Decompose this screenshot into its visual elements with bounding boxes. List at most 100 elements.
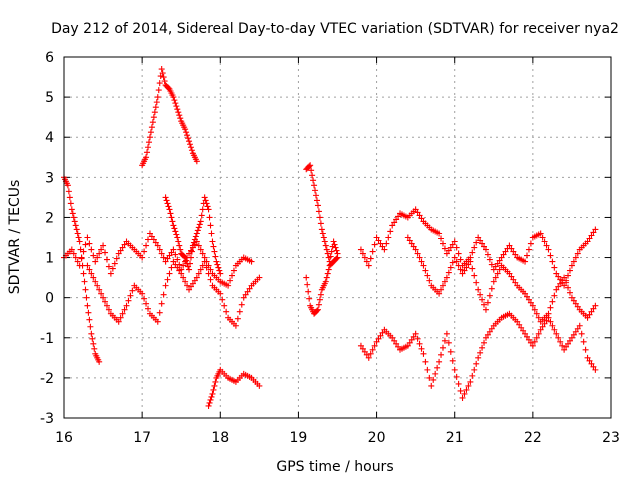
data-point	[561, 282, 568, 289]
data-point	[186, 266, 193, 273]
data-point	[92, 258, 99, 265]
data-point	[176, 242, 183, 249]
data-point	[549, 322, 556, 329]
data-point	[443, 274, 450, 281]
data-point	[406, 339, 413, 346]
data-point	[213, 258, 220, 265]
data-point	[160, 74, 167, 81]
data-point	[199, 262, 206, 269]
data-point	[183, 129, 190, 136]
data-point	[143, 242, 150, 249]
y-tick-label: 0	[45, 291, 54, 307]
data-point	[125, 297, 132, 304]
data-point	[508, 273, 515, 280]
data-point	[174, 106, 181, 113]
data-point	[317, 220, 324, 227]
data-point	[180, 274, 187, 281]
data-point	[117, 314, 124, 321]
data-point	[153, 99, 160, 106]
data-point	[541, 320, 548, 327]
data-point	[443, 250, 450, 257]
data-point	[193, 274, 200, 281]
data-point	[185, 135, 192, 142]
data-point	[363, 258, 370, 265]
data-point	[309, 172, 316, 179]
data-point	[416, 340, 423, 347]
data-point	[484, 299, 491, 306]
data-point	[331, 241, 338, 248]
data-point	[68, 206, 75, 213]
data-point	[188, 248, 195, 255]
data-point	[459, 270, 466, 277]
data-point	[162, 258, 169, 265]
data-point	[149, 119, 156, 126]
data-point	[479, 296, 486, 303]
data-point	[312, 187, 319, 194]
data-point	[96, 286, 103, 293]
series-track-b	[61, 174, 103, 365]
data-point	[379, 243, 386, 250]
data-point	[357, 342, 364, 349]
data-point	[455, 250, 462, 257]
data-point	[169, 218, 176, 225]
data-point	[420, 262, 427, 269]
series-track-e	[162, 194, 224, 277]
data-point	[190, 239, 197, 246]
data-point	[412, 246, 419, 253]
data-point	[537, 230, 544, 237]
data-point	[333, 255, 340, 262]
data-point	[77, 246, 84, 253]
data-point	[408, 240, 415, 247]
data-point	[89, 335, 96, 342]
data-point	[66, 194, 73, 201]
data-point	[248, 258, 255, 265]
data-point	[166, 206, 173, 213]
data-point	[187, 144, 194, 151]
data-point	[86, 240, 93, 247]
data-point	[314, 306, 321, 313]
data-point	[449, 259, 456, 266]
data-point	[191, 236, 198, 243]
data-point	[205, 206, 212, 213]
data-point	[64, 182, 71, 189]
data-point	[187, 254, 194, 261]
data-point	[547, 318, 554, 325]
data-point	[393, 340, 400, 347]
data-point	[566, 289, 573, 296]
data-point	[246, 285, 253, 292]
data-point	[148, 124, 155, 131]
data-point	[86, 316, 93, 323]
data-point	[154, 242, 161, 249]
data-point	[551, 326, 558, 333]
data-point	[121, 306, 128, 313]
data-point	[209, 238, 216, 245]
data-point	[316, 214, 323, 221]
data-point	[208, 393, 215, 400]
data-point	[525, 246, 532, 253]
data-point	[549, 258, 556, 265]
data-point	[321, 238, 328, 245]
data-point	[525, 336, 532, 343]
y-tick-label: -1	[40, 331, 54, 347]
data-point	[359, 250, 366, 257]
data-point	[175, 238, 182, 245]
data-point	[197, 266, 204, 273]
data-point	[127, 292, 134, 299]
data-point	[463, 264, 470, 271]
data-point	[371, 342, 378, 349]
data-point	[240, 294, 247, 301]
data-point	[369, 248, 376, 255]
data-point	[158, 300, 165, 307]
data-point	[173, 231, 180, 238]
data-point	[201, 194, 208, 201]
data-point	[207, 396, 214, 403]
data-point	[150, 114, 157, 121]
data-point	[475, 354, 482, 361]
data-point	[217, 290, 224, 297]
data-point	[563, 343, 570, 350]
data-point	[453, 244, 460, 251]
data-point	[451, 238, 458, 245]
data-point	[541, 238, 548, 245]
data-point	[91, 345, 98, 352]
data-point	[553, 330, 560, 337]
